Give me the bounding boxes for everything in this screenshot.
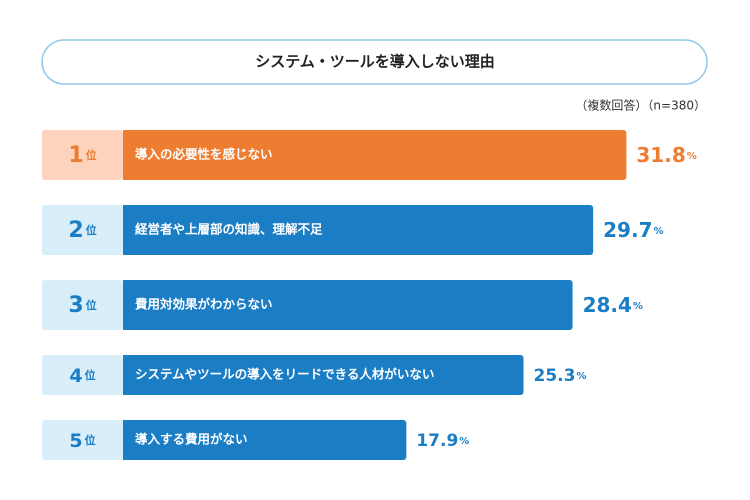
value-number: 17.9 [416, 431, 458, 451]
rank-number: 2 [68, 218, 83, 243]
rank-number: 3 [68, 293, 83, 318]
value-label: 28.4% [583, 293, 643, 317]
category-label: システムやツールの導入をリードできる人材がいない [135, 367, 434, 382]
rank-suffix: 位 [86, 298, 97, 312]
rank-box [42, 420, 123, 460]
rank-box [42, 205, 123, 255]
category-label: 導入の必要性を感じない [135, 147, 273, 162]
value-unit: % [576, 371, 586, 382]
category-label: 導入する費用がない [135, 432, 248, 447]
bar [123, 280, 573, 330]
value-label: 17.9% [416, 431, 469, 451]
value-unit: % [633, 301, 643, 312]
subtitle: （複数回答）（n=380） [575, 98, 706, 113]
rank-box [42, 355, 123, 395]
value-unit: % [654, 226, 664, 237]
bar [123, 205, 594, 255]
rank-number: 5 [69, 430, 82, 452]
bar-left-fill [123, 130, 127, 180]
value-label: 29.7% [603, 218, 663, 242]
rank-box [42, 280, 123, 330]
value-number: 31.8 [636, 143, 685, 167]
rank-suffix: 位 [86, 223, 97, 237]
rank-suffix: 位 [85, 433, 96, 447]
title-frame [41, 39, 708, 85]
value-label: 25.3% [533, 366, 586, 386]
value-number: 29.7 [603, 218, 652, 242]
bar-left-fill [123, 205, 127, 255]
rank-number: 1 [68, 143, 83, 168]
rank-box [42, 130, 123, 180]
bar-left-fill [123, 420, 127, 460]
bar [123, 130, 627, 180]
bar-left-fill [123, 280, 127, 330]
value-unit: % [459, 436, 469, 447]
value-number: 25.3 [533, 366, 575, 386]
rank-suffix: 位 [86, 148, 97, 162]
bar [123, 355, 524, 395]
category-label: 経営者や上層部の知識、理解不足 [135, 222, 323, 237]
rank-number: 4 [69, 365, 82, 387]
value-label: 31.8% [636, 143, 696, 167]
value-unit: % [687, 151, 697, 162]
value-number: 28.4 [583, 293, 632, 317]
bar [123, 420, 407, 460]
category-label: 費用対効果がわからない [135, 297, 273, 312]
bar-left-fill [123, 355, 127, 395]
chart-title: システム・ツールを導入しない理由 [255, 53, 495, 71]
rank-suffix: 位 [85, 368, 96, 382]
